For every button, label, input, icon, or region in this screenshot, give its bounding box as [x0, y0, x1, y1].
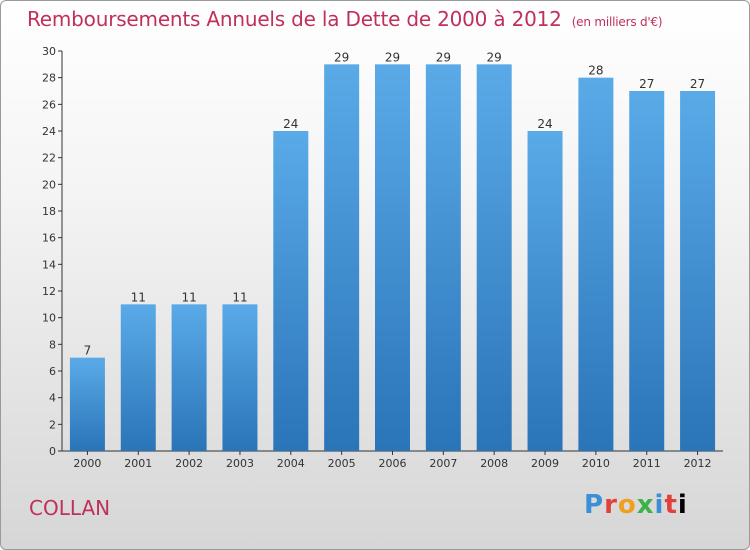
- value-labels: 7 11 11 11 24 29 29 29 29 24 28 27 27: [84, 50, 706, 357]
- data-label: 28: [588, 64, 603, 78]
- logo-letter: o: [617, 490, 637, 520]
- logo-letter: i: [654, 490, 665, 520]
- x-tick-label: 2011: [633, 457, 661, 470]
- y-tick-label: 12: [42, 285, 56, 298]
- y-tick-label: 26: [42, 98, 56, 111]
- y-tick-label: 6: [49, 365, 56, 378]
- bar: [375, 64, 410, 452]
- x-tick-label: 2004: [277, 457, 305, 470]
- data-label: 24: [537, 117, 552, 131]
- logo-letter: x: [636, 490, 655, 520]
- x-tick-label: 2006: [379, 457, 407, 470]
- logo-letter: i: [677, 490, 688, 520]
- bar: [680, 91, 716, 451]
- data-label: 11: [181, 290, 196, 304]
- data-label: 27: [690, 77, 705, 91]
- data-label: 29: [334, 50, 349, 64]
- y-tick-label: 8: [49, 338, 56, 351]
- place-name: COLLAN: [29, 496, 111, 520]
- bar: [324, 64, 360, 452]
- x-tick-label: 2008: [480, 457, 508, 470]
- chart-title-text: Remboursements Annuels de la Dette de 20…: [27, 7, 562, 31]
- y-tick-label: 28: [42, 72, 56, 85]
- x-tick-label: 2007: [429, 457, 457, 470]
- data-label: 29: [436, 50, 451, 64]
- bar: [425, 64, 461, 452]
- y-tick-label: 16: [42, 232, 56, 245]
- logo-letter: P: [584, 490, 605, 520]
- unit-note: (en milliers d'€): [571, 15, 663, 29]
- bar: [273, 131, 309, 451]
- x-tick-label: 2001: [124, 457, 152, 470]
- x-tick-label: 2003: [226, 457, 254, 470]
- bar: [69, 357, 105, 451]
- proxiti-logo[interactable]: Proxiti: [584, 490, 688, 520]
- bar: [527, 131, 563, 451]
- bar: [222, 304, 258, 451]
- bar: [171, 304, 207, 451]
- bar: [476, 64, 512, 452]
- x-tick-label: 2012: [684, 457, 712, 470]
- y-tick-label: 0: [49, 445, 56, 458]
- bar: [629, 91, 665, 451]
- x-tick-label: 2009: [531, 457, 559, 470]
- data-label: 24: [283, 117, 298, 131]
- data-label: 29: [487, 50, 502, 64]
- data-label: 11: [131, 290, 146, 304]
- bar: [120, 304, 156, 451]
- bar: [578, 77, 614, 452]
- data-label: 29: [385, 50, 400, 64]
- data-label: 7: [84, 344, 92, 358]
- x-tick-label: 2002: [175, 457, 203, 470]
- y-tick-label: 30: [42, 45, 56, 58]
- x-tick-label: 2005: [328, 457, 356, 470]
- bars: [69, 64, 716, 452]
- data-label: 27: [639, 77, 654, 91]
- x-tick-label: 2010: [582, 457, 610, 470]
- y-tick-label: 14: [42, 258, 56, 271]
- y-tick-label: 24: [42, 125, 56, 138]
- logo-letter: t: [664, 490, 678, 520]
- data-label: 11: [232, 290, 247, 304]
- y-tick-label: 20: [42, 178, 56, 191]
- y-tick-label: 2: [49, 418, 56, 431]
- y-tick-label: 18: [42, 205, 56, 218]
- y-tick-label: 10: [42, 312, 56, 325]
- chart-title: Remboursements Annuels de la Dette de 20…: [27, 7, 663, 31]
- y-tick-label: 22: [42, 152, 56, 165]
- x-tick-label: 2000: [73, 457, 101, 470]
- logo-letter: r: [604, 490, 618, 520]
- y-tick-label: 4: [49, 392, 56, 405]
